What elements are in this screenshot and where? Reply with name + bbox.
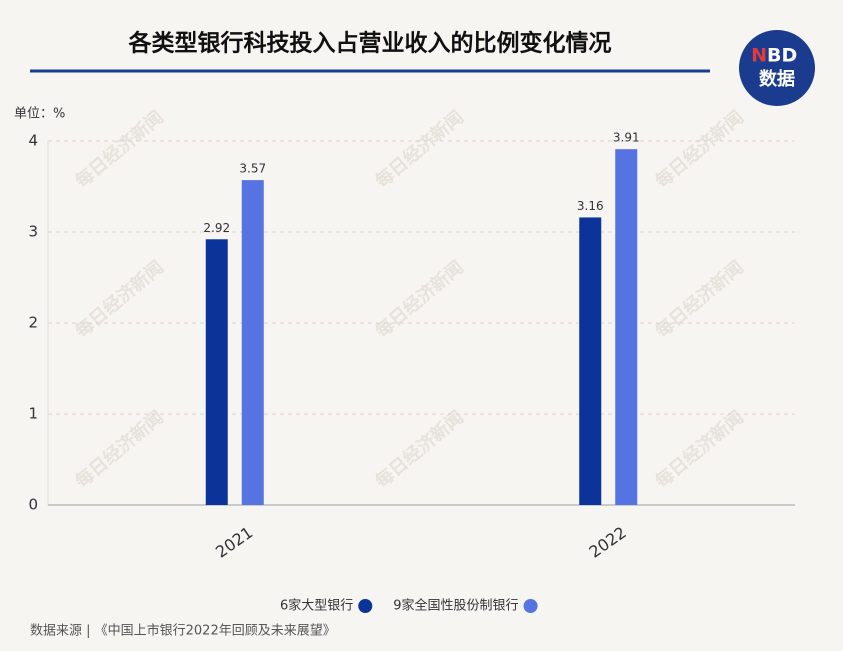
logo (739, 30, 815, 106)
bar (615, 149, 638, 505)
unit-label: 单位：% (14, 107, 65, 122)
bar (579, 217, 602, 505)
y-tick-label: 0 (28, 496, 38, 514)
y-tick-label: 2 (28, 314, 38, 332)
logo-n: N (751, 45, 767, 67)
legend-swatch (523, 599, 538, 613)
legend-label: 9家全国性股份制银行 (393, 598, 518, 614)
legend-label: 6家大型银行 (280, 598, 353, 614)
logo-bd: BD (767, 45, 797, 67)
value-label: 3.57 (239, 162, 266, 176)
value-label: 3.91 (613, 131, 640, 145)
value-label: 2.92 (203, 221, 230, 235)
chart-title: 各类型银行科技投入占营业收入的比例变化情况 (128, 30, 612, 57)
value-label: 3.16 (577, 199, 604, 213)
y-tick-label: 1 (28, 405, 38, 423)
y-tick-label: 3 (28, 223, 38, 241)
legend-swatch (358, 599, 373, 613)
logo-text: 数据 (759, 68, 795, 90)
y-tick-label: 4 (28, 132, 38, 150)
bar (205, 239, 228, 505)
source: 数据来源 | 《中国上市银行2022年回顾及未来展望》 (30, 623, 336, 639)
bar (241, 180, 264, 505)
